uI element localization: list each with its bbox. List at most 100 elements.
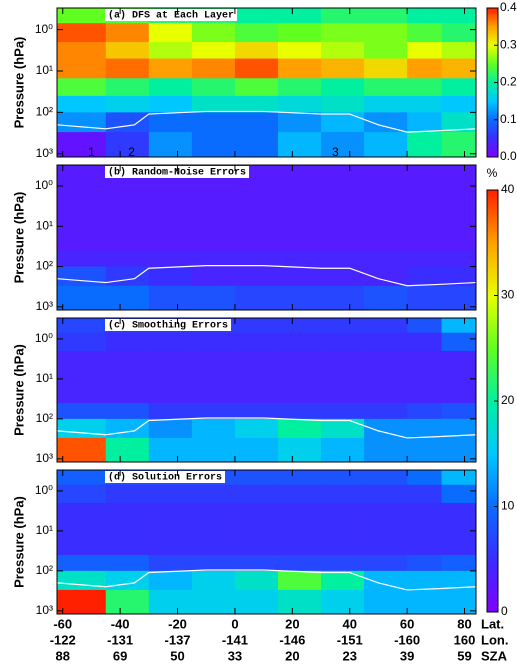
- heat-cell: [321, 132, 365, 157]
- heat-cell: [57, 502, 107, 520]
- heat-cell: [148, 78, 193, 97]
- heat-cell: [441, 470, 476, 486]
- heat-cell: [277, 214, 322, 234]
- heat-cell: [105, 233, 150, 252]
- heat-cell: [364, 165, 408, 181]
- heat-cell: [191, 285, 236, 310]
- heat-cell: [321, 8, 365, 24]
- heat-cell: [234, 502, 279, 520]
- heat-cell: [441, 132, 476, 157]
- heat-cell: [277, 58, 322, 79]
- colorbar-tick-label: 0.4: [500, 0, 517, 14]
- heat-cell: [191, 589, 236, 614]
- heat-cell: [321, 285, 365, 310]
- colorbar-tick-label: 20: [501, 393, 515, 407]
- heat-cell: [148, 42, 193, 60]
- heat-cell: [407, 266, 443, 287]
- heat-cell: [321, 165, 365, 181]
- heat-cell: [407, 95, 443, 113]
- heat-cell: [191, 537, 236, 556]
- plot-frame: [56, 469, 477, 615]
- heat-cell: [105, 95, 150, 113]
- heat-cell: [234, 484, 279, 504]
- heat-cell: [321, 233, 365, 252]
- heat-cell: [234, 78, 279, 97]
- heat-cell: [57, 95, 107, 113]
- heat-cell: [441, 250, 476, 268]
- heat-cell: [321, 385, 365, 404]
- heat-cell: [441, 214, 476, 234]
- heat-cell: [234, 437, 279, 462]
- heat-cell: [321, 266, 365, 287]
- heat-cell: [277, 198, 322, 215]
- heat-cell: [321, 95, 365, 113]
- heat-cell: [321, 502, 365, 520]
- heat-cell: [277, 42, 322, 60]
- x-tick-label: 69: [113, 648, 127, 663]
- heat-cell: [148, 554, 193, 572]
- heat-cell: [364, 285, 408, 310]
- heat-cell: [57, 42, 107, 60]
- heat-cell: [277, 8, 322, 24]
- heat-cell: [441, 179, 476, 199]
- heat-cell: [441, 484, 476, 504]
- heat-cell: [57, 78, 107, 97]
- heat-cell: [364, 23, 408, 43]
- heat-cell: [407, 484, 443, 504]
- annotation: 2: [128, 145, 135, 159]
- title-bg: [105, 471, 226, 483]
- heat-cell: [321, 179, 365, 199]
- heat-cell: [364, 8, 408, 24]
- heat-cell: [364, 366, 408, 387]
- heat-cell: [57, 554, 107, 572]
- heat-cell: [234, 350, 279, 368]
- heat-cell: [407, 437, 443, 462]
- plot-frame: [56, 7, 477, 158]
- heat-cell: [148, 332, 193, 352]
- heat-cell: [234, 470, 279, 486]
- heat-cell: [105, 112, 150, 133]
- heat-cell: [105, 418, 150, 439]
- heat-cell: [105, 250, 150, 268]
- heat-cell: [441, 165, 476, 181]
- x-tick-label: 80: [457, 616, 471, 631]
- colorbar-tick-label: 0: [501, 604, 508, 618]
- colorbar-tick-label: 0.2: [500, 75, 517, 89]
- panel-title: (c) Smoothing Errors: [108, 320, 228, 332]
- heat-cell: [441, 350, 476, 368]
- heat-cell: [407, 318, 443, 334]
- heat-cell: [57, 8, 107, 24]
- x-tick-label: -60: [53, 616, 72, 631]
- x-tick-label: 160: [454, 632, 476, 647]
- heat-cell: [364, 132, 408, 157]
- heat-cell: [191, 350, 236, 368]
- heat-cell: [364, 484, 408, 504]
- heat-cell: [277, 402, 322, 420]
- annotation: 1: [88, 145, 95, 159]
- heat-cell: [105, 366, 150, 387]
- y-tick-label: 10⁰: [35, 22, 53, 36]
- x-tick-label: -122: [50, 632, 76, 647]
- heat-cell: [407, 285, 443, 310]
- heat-cell: [364, 470, 408, 486]
- heat-cell: [191, 366, 236, 387]
- heat-cell: [407, 366, 443, 387]
- heat-cell: [191, 266, 236, 287]
- x-tick-label: -160: [394, 632, 420, 647]
- heat-cell: [191, 233, 236, 252]
- heat-cell: [148, 285, 193, 310]
- heat-cell: [57, 165, 107, 181]
- y-axis-label: Pressure (hPa): [11, 344, 26, 436]
- heat-cell: [407, 470, 443, 486]
- heat-cell: [277, 23, 322, 43]
- heat-cell: [57, 179, 107, 199]
- heat-cell: [277, 95, 322, 113]
- heat-cell: [321, 318, 365, 334]
- y-tick-label: 10³: [36, 299, 53, 313]
- heat-cell: [277, 418, 322, 439]
- plot-frame: [56, 317, 477, 463]
- heat-cell: [277, 502, 322, 520]
- heat-cell: [148, 23, 193, 43]
- heat-cell: [321, 484, 365, 504]
- heat-cell: [148, 437, 193, 462]
